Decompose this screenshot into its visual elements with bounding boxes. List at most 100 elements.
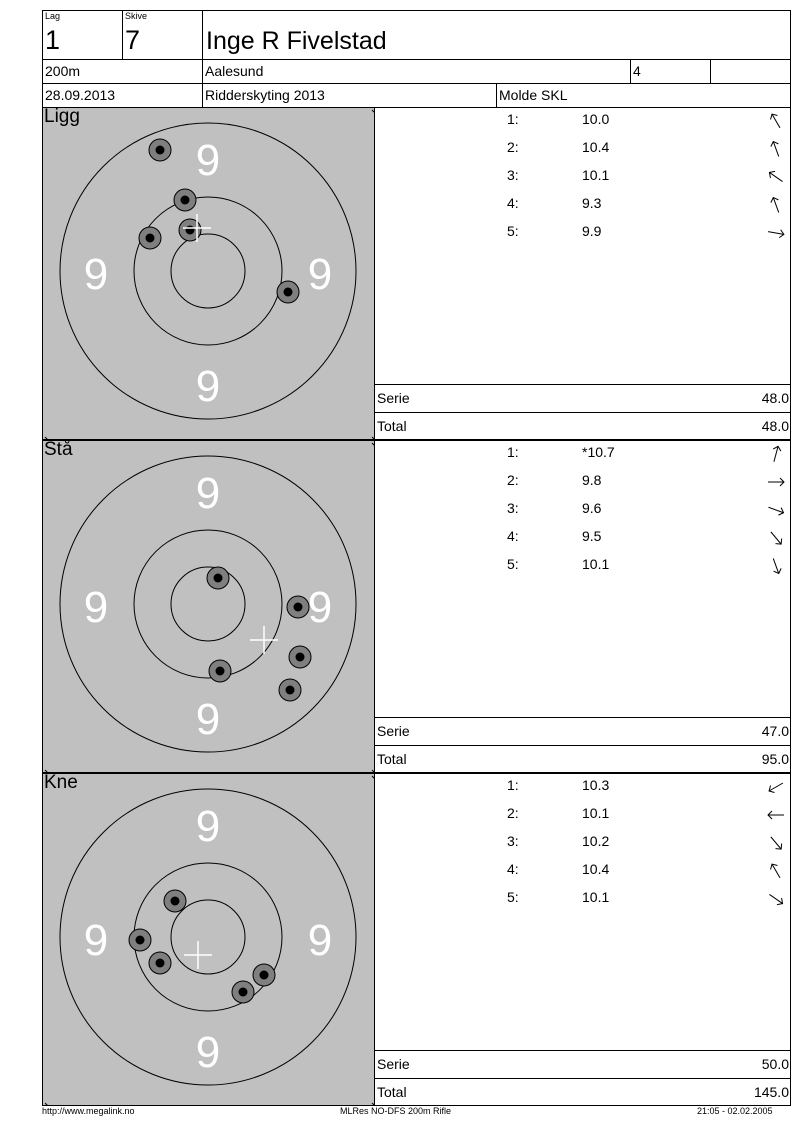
- blank-cell: [710, 59, 791, 84]
- shot-score: 10.3: [582, 777, 610, 793]
- target-ring: [133, 196, 283, 346]
- target-face: 9 9 9 9: [44, 109, 374, 439]
- shot-row: 2: 10.4: [375, 139, 791, 161]
- shot-score: 10.1: [582, 805, 610, 821]
- footer-right: 21:05 - 02.02.2005: [697, 1106, 773, 1116]
- shot-direction-arrow-icon: [770, 196, 780, 213]
- serie-label: Serie: [377, 1056, 410, 1072]
- date-cell: 28.09.2013: [42, 83, 203, 108]
- shot-number: 4:: [507, 861, 519, 877]
- total-row: Total 95.0: [375, 745, 791, 773]
- shot-row: 3: 10.1: [375, 167, 791, 189]
- shot-hole: [278, 678, 302, 702]
- shot-list-panel: 1: 10.0 2: 10.4 3: 10.1 4: 9.3 5: 9.9 Serie 48.0 Tot…: [375, 107, 791, 440]
- shot-list-panel: 1: *10.7 2: 9.8 3: 9.6 4: 9.5 5: 10.1 Serie 47.0 Tot…: [375, 440, 791, 773]
- shot-number: 2:: [507, 472, 519, 488]
- ring-number-label: 9: [196, 469, 220, 518]
- shot-row: 3: 9.6: [375, 500, 791, 522]
- target-ring: [133, 862, 283, 1012]
- shot-number: 4:: [507, 195, 519, 211]
- shot-direction-arrow-icon: [768, 782, 784, 793]
- shot-hole: [173, 188, 197, 212]
- organizer-cell: Molde SKL: [496, 83, 791, 108]
- shot-direction-arrow-icon: [770, 113, 781, 129]
- shot-number: 2:: [507, 805, 519, 821]
- date: 28.09.2013: [45, 87, 116, 103]
- event-cell: Ridderskyting 2013: [202, 83, 497, 108]
- organizer: Molde SKL: [499, 87, 568, 103]
- footer-left: http://www.megalink.no: [42, 1106, 135, 1116]
- shot-number: 2:: [507, 139, 519, 155]
- target-ring: [170, 233, 246, 309]
- ring-number-label: 9: [308, 916, 332, 965]
- target-box: 9 9 9 9 Stå: [42, 440, 375, 773]
- shot-direction-arrow-icon: [768, 506, 785, 516]
- shot-number: 5:: [507, 556, 519, 572]
- corner-mark: [371, 769, 374, 772]
- event: Ridderskyting 2013: [205, 87, 325, 103]
- shooter-name: Inge R Fivelstad: [206, 27, 387, 55]
- total-label: Total: [377, 1084, 407, 1100]
- shot-hole: [276, 280, 300, 304]
- corner-mark: [44, 769, 48, 772]
- shot-direction-arrow-icon: [769, 894, 784, 906]
- stage-label: Ligg: [44, 107, 80, 127]
- ring-number-label: 9: [196, 802, 220, 851]
- lag-value: 1: [45, 25, 61, 55]
- shot-direction-arrow-icon: [770, 863, 781, 879]
- shot-number: 3:: [507, 833, 519, 849]
- shot-row: 1: 10.3: [375, 777, 791, 799]
- total-value: 145.0: [753, 1084, 789, 1100]
- target-ring: [170, 566, 246, 642]
- corner-mark: [44, 1102, 48, 1105]
- shot-direction-arrow-icon: [770, 531, 783, 545]
- shot-row: 5: 10.1: [375, 889, 791, 911]
- shot-hole: [163, 889, 187, 913]
- shot-row: 1: *10.7: [375, 444, 791, 466]
- shot-number: 1:: [507, 777, 519, 793]
- ring-number-label: 9: [84, 250, 108, 299]
- shot-number: 3:: [507, 167, 519, 183]
- shot-score: 9.8: [582, 472, 602, 488]
- shot-row: 2: 9.8: [375, 472, 791, 494]
- club: Aalesund: [205, 63, 264, 79]
- ring-number-label: 9: [308, 250, 332, 299]
- group-center-cross: [183, 214, 211, 242]
- ring-number-label: 9: [196, 136, 220, 185]
- shot-row: 4: 9.5: [375, 528, 791, 550]
- shot-direction-arrow-icon: [770, 140, 780, 157]
- shot-score: 9.3: [582, 195, 602, 211]
- ring-number-label: 9: [84, 583, 108, 632]
- shot-hole: [148, 138, 172, 162]
- shot-hole: [138, 226, 162, 250]
- shot-hole: [231, 980, 255, 1004]
- shot-number: 5:: [507, 889, 519, 905]
- target-ring: [170, 899, 246, 975]
- shot-number: 4:: [507, 528, 519, 544]
- shot-score: 10.2: [582, 833, 610, 849]
- distance-cell: 200m: [42, 59, 203, 84]
- serie-label: Serie: [377, 723, 410, 739]
- corner-mark: [371, 442, 374, 446]
- shot-row: 5: 10.1: [375, 556, 791, 578]
- shot-hole: [288, 645, 312, 669]
- class-cell: 4: [630, 59, 711, 84]
- skive-value: 7: [125, 25, 141, 55]
- shot-number: 1:: [507, 444, 519, 460]
- shot-direction-arrow-icon: [770, 836, 783, 850]
- serie-label: Serie: [377, 390, 410, 406]
- target-face: 9 9 9 9: [44, 442, 374, 772]
- class: 4: [633, 63, 641, 79]
- shot-row: 3: 10.2: [375, 833, 791, 855]
- total-value: 48.0: [761, 418, 789, 434]
- shot-score: 10.0: [582, 111, 610, 127]
- shot-row: 2: 10.1: [375, 805, 791, 827]
- serie-row: Serie 48.0: [375, 384, 791, 412]
- group-center-cross: [184, 941, 212, 969]
- ring-number-label: 9: [84, 916, 108, 965]
- serie-value: 47.0: [761, 723, 789, 739]
- target-ring: [133, 529, 283, 679]
- total-row: Total 48.0: [375, 412, 791, 440]
- footer-center: MLRes NO-DFS 200m Rifle: [340, 1106, 452, 1116]
- lag-label: Lag: [45, 11, 61, 21]
